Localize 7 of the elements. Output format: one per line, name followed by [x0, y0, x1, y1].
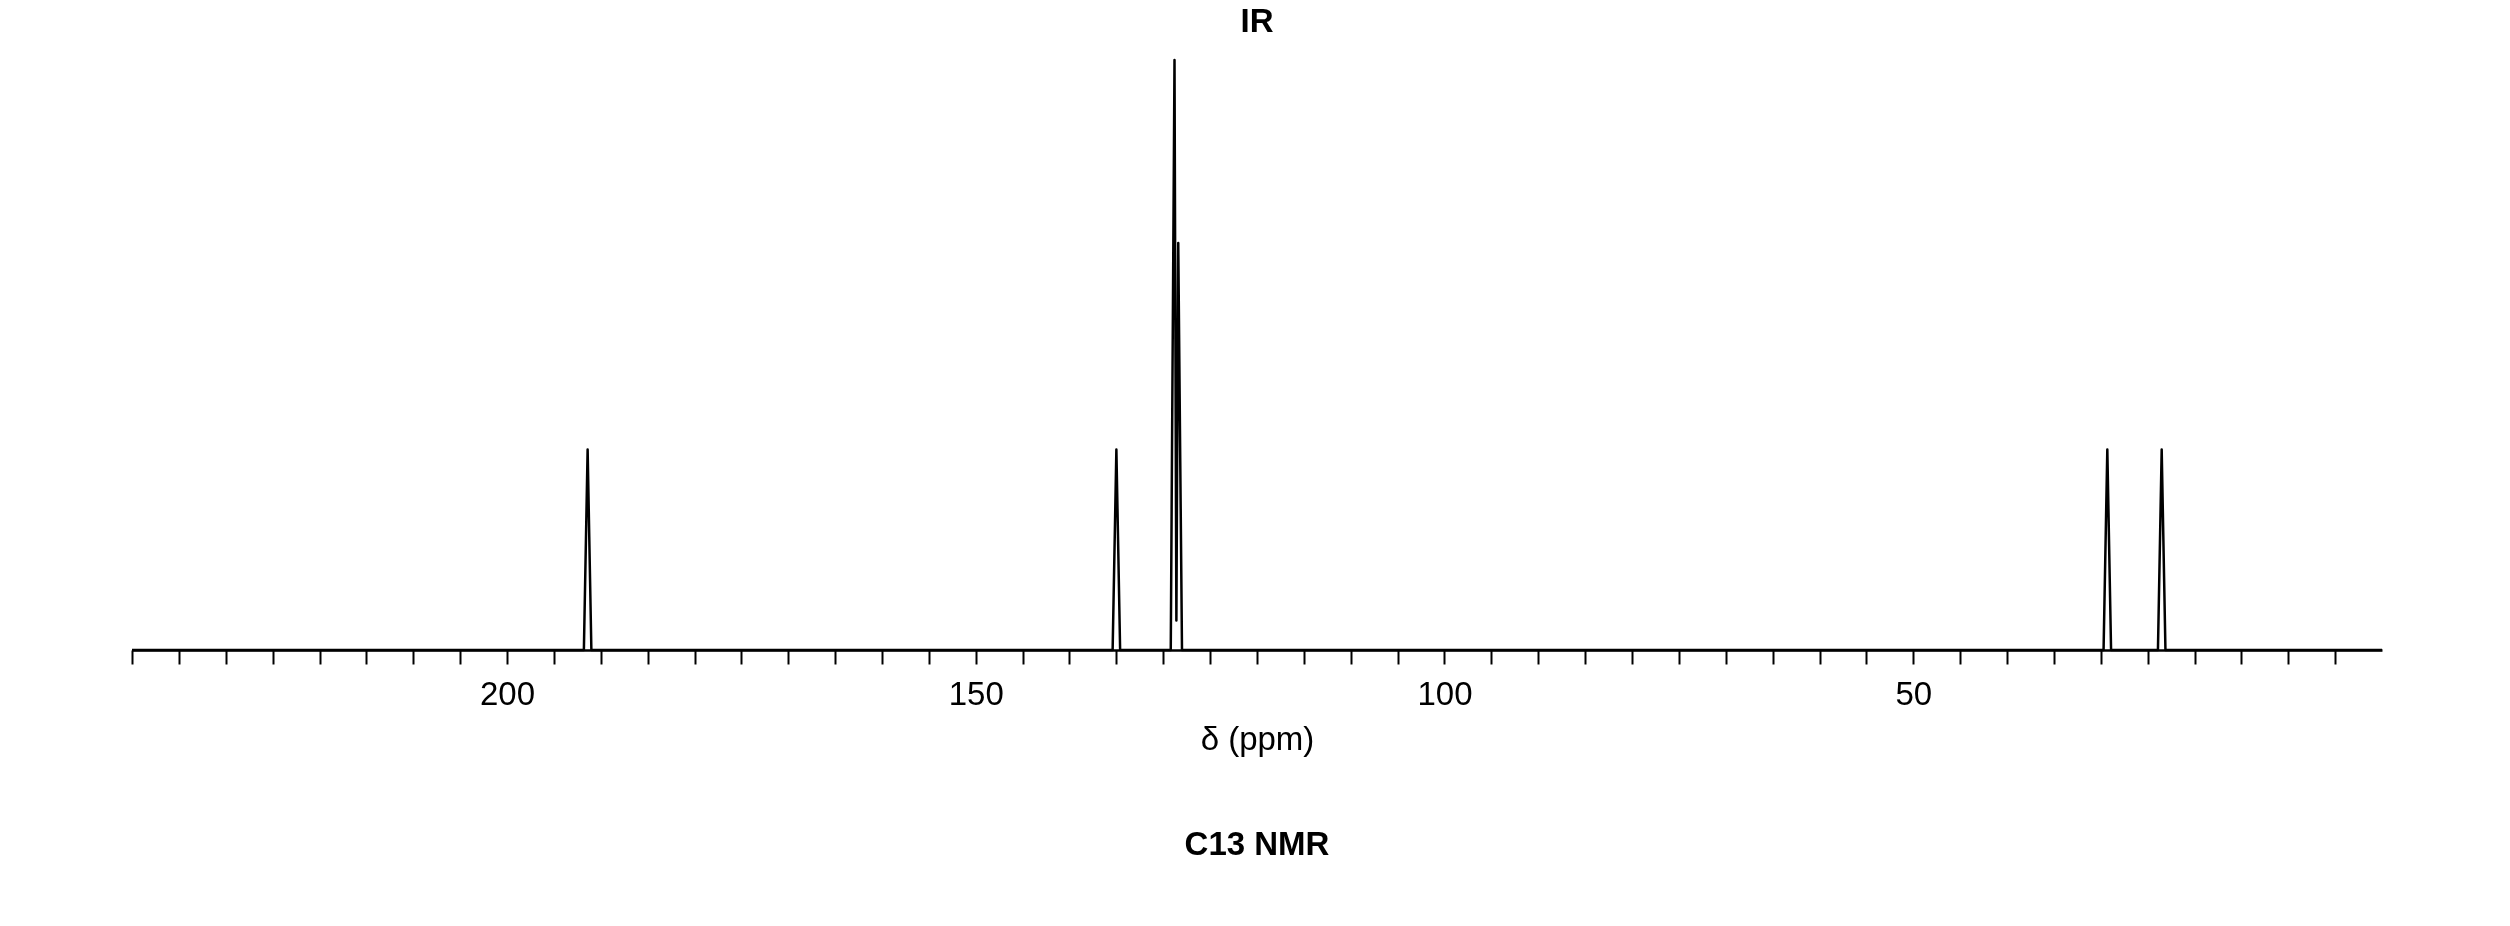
x-tick-label: 50 [1895, 674, 1933, 712]
x-tick-label: 100 [1417, 674, 1473, 712]
chart-title: IR [1240, 1, 1274, 39]
x-axis-title: δ (ppm) [1200, 719, 1315, 757]
x-tick-label: 150 [948, 674, 1004, 712]
text: C13 NMR [1184, 825, 1330, 862]
x-tick-label: 200 [479, 674, 536, 712]
